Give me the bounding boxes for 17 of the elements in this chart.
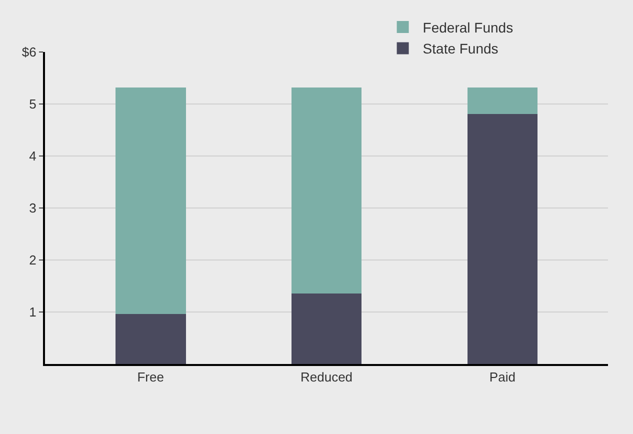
x-tick-label: Reduced [300, 370, 353, 385]
bar [467, 87, 538, 114]
y-tick-label: 5 [29, 96, 36, 112]
y-tick-label: 4 [29, 148, 36, 164]
y-tick-label: 2 [29, 252, 36, 268]
x-tick-label: Free [137, 370, 164, 385]
x-tick-label: Paid [489, 370, 516, 385]
legend-label: State Funds [422, 40, 498, 57]
legend-label: Federal Funds [422, 20, 514, 36]
bar [291, 87, 362, 294]
y-tick-label: 1 [29, 304, 36, 320]
y-tick-label: 3 [29, 200, 36, 216]
bar [291, 293, 362, 364]
y-tick-label: $6 [22, 44, 36, 60]
bar [115, 314, 186, 364]
bar [467, 114, 538, 364]
bar [115, 87, 186, 314]
